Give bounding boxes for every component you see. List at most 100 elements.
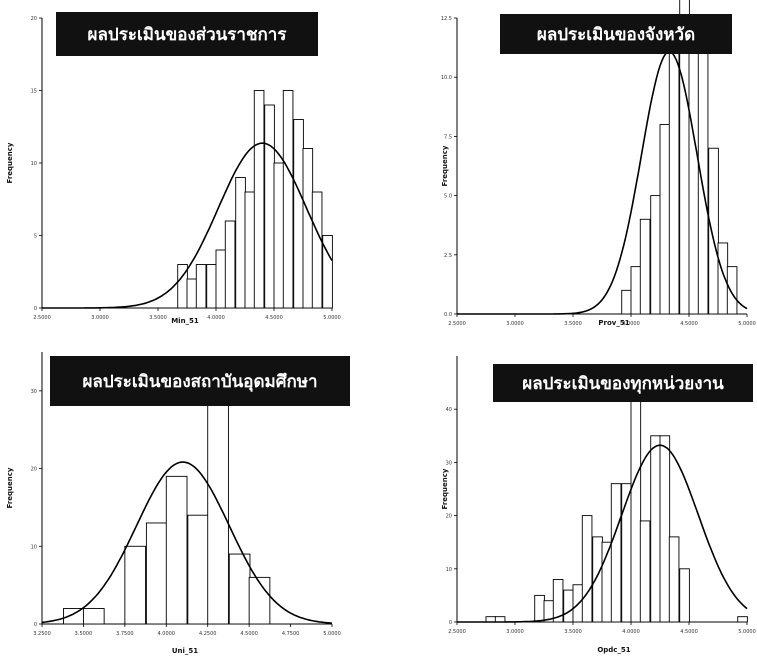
x-tick-label: 3.5000 <box>149 315 167 321</box>
y-tick-label: 10 <box>446 567 452 573</box>
histogram-bar <box>668 53 680 315</box>
normal-curve <box>41 461 333 624</box>
histogram-bar <box>708 147 719 315</box>
x-axis-label: Uni_51 <box>172 647 198 655</box>
histogram-bar <box>668 536 680 623</box>
x-tick-label: 3.2500 <box>33 631 51 637</box>
histogram-bar <box>215 249 227 309</box>
chart-title: ผลประเมินของสถาบันอุดมศึกษา <box>82 372 317 392</box>
y-tick-label: 0 <box>34 306 37 312</box>
y-tick-label: 10 <box>31 544 37 550</box>
histogram-bar <box>248 576 271 625</box>
histogram-bar <box>639 218 651 315</box>
x-tick-label: 4.2500 <box>199 631 217 637</box>
y-tick-label: 20 <box>446 514 452 520</box>
chart-panel-3: 3.2500 3.5000 3.7500 4.0000 4.2500 4.5000 4.75… <box>6 352 350 655</box>
histogram-panels: 2.5000 3.0000 3.5000 4.0000 4.5000 5.0000 0 5 10… <box>6 0 756 655</box>
histogram-bar <box>311 191 323 309</box>
x-tick-label: 4.0000 <box>622 629 640 635</box>
histogram-bar <box>726 266 738 315</box>
y-axis-label: Frequency <box>441 468 449 509</box>
x-tick-label: 5.0000 <box>323 315 341 321</box>
histogram-bar <box>639 520 651 623</box>
y-tick-label: 12.5 <box>441 16 452 22</box>
histogram-bar <box>552 578 564 623</box>
histogram-bar <box>244 191 256 309</box>
histogram-bar <box>206 264 217 309</box>
x-tick-label: 4.5000 <box>680 629 698 635</box>
chart-panel-2: 2.5000 3.0000 3.5000 4.0000 4.5000 5.0000 0.0 2… <box>441 0 756 327</box>
histogram-bar <box>688 29 700 315</box>
y-tick-label: 10.0 <box>441 75 452 81</box>
histogram-bar <box>145 522 168 625</box>
y-tick-label: 5 <box>34 234 37 240</box>
chart-title: ผลประเมินของจังหวัด <box>537 25 695 45</box>
y-tick-label: 30 <box>31 389 37 395</box>
y-tick-label: 5.0 <box>444 194 452 200</box>
chart-title-box <box>56 12 318 56</box>
histogram-bar <box>224 220 236 309</box>
x-tick-label: 2.5000 <box>448 629 466 635</box>
x-axis-label: Prov_51 <box>598 319 629 327</box>
x-tick-label: 3.7500 <box>116 631 134 637</box>
histogram-bar <box>282 90 294 309</box>
histogram-bar <box>82 608 105 625</box>
histogram-bar <box>165 475 188 625</box>
x-tick-label: 3.5000 <box>564 321 582 327</box>
histogram-bar <box>592 536 603 623</box>
x-tick-label: 5.0000 <box>738 629 756 635</box>
x-tick-label: 5.0000 <box>738 321 756 327</box>
y-tick-label: 20 <box>31 16 37 22</box>
histogram-bar <box>659 124 671 315</box>
histogram-bar <box>186 278 198 309</box>
histogram-bar <box>630 398 642 623</box>
x-tick-label: 2.5000 <box>33 315 51 321</box>
histogram-bar <box>610 483 622 623</box>
histogram-bar <box>273 162 285 309</box>
y-tick-label: 40 <box>446 407 452 413</box>
chart-title: ผลประเมินของส่วนราชการ <box>88 25 288 45</box>
chart-title-box <box>500 14 732 54</box>
histogram-bar <box>717 242 729 315</box>
y-tick-label: 2.5 <box>444 253 452 259</box>
histogram-bar <box>534 594 545 623</box>
y-axis-label: Frequency <box>441 145 449 186</box>
x-tick-label: 2.5000 <box>448 321 466 327</box>
histogram-bar <box>659 435 671 623</box>
y-tick-label: 20 <box>31 467 37 473</box>
y-tick-label: 0 <box>34 622 37 628</box>
histogram-bar <box>235 177 246 309</box>
x-tick-label: 3.0000 <box>506 629 524 635</box>
x-tick-label: 3.5000 <box>75 631 93 637</box>
histogram-bar <box>253 90 265 309</box>
normal-curve <box>457 50 748 315</box>
x-tick-label: 4.5000 <box>240 631 258 637</box>
histogram-bar <box>737 616 748 623</box>
x-axis-label: Opdc_51 <box>597 646 630 654</box>
histogram-bar <box>322 235 333 309</box>
x-tick-label: 3.0000 <box>506 321 524 327</box>
x-tick-label: 4.0000 <box>207 315 225 321</box>
y-axis-label: Frequency <box>6 467 14 508</box>
chart-panel-1: 2.5000 3.0000 3.5000 4.0000 4.5000 5.0000 0 5 10… <box>6 12 341 325</box>
histogram-bar <box>293 119 304 309</box>
normal-curve <box>42 142 333 309</box>
histogram-bar <box>124 545 147 625</box>
y-tick-label: 10 <box>31 161 37 167</box>
x-tick-label: 4.0000 <box>158 631 176 637</box>
y-tick-label: 30 <box>446 460 452 466</box>
y-tick-label: 0 <box>449 620 452 626</box>
histogram-bar <box>228 553 251 625</box>
histogram-bar <box>630 266 642 315</box>
histogram-bar <box>563 589 574 623</box>
x-tick-label: 4.0000 <box>622 321 640 327</box>
histogram-bar <box>207 374 229 625</box>
y-axis-label: Frequency <box>6 142 14 183</box>
histogram-bar <box>302 148 314 309</box>
histogram-bar <box>581 515 593 623</box>
chart-title-box <box>50 356 350 406</box>
x-tick-label: 3.0000 <box>91 315 109 321</box>
histogram-bar <box>187 514 209 625</box>
x-tick-label: 3.5000 <box>564 629 582 635</box>
